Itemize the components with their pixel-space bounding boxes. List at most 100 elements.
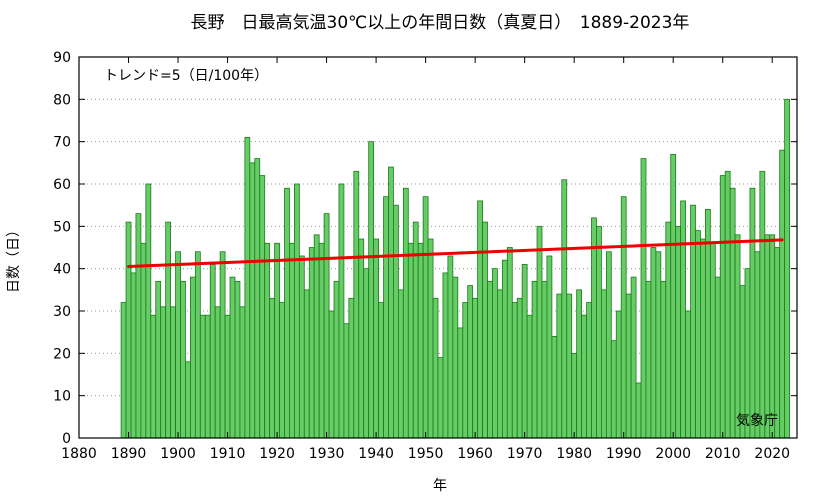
bar [714, 276, 721, 439]
bar [338, 183, 345, 439]
bar [417, 242, 424, 439]
bar [239, 306, 246, 439]
bar [422, 196, 429, 439]
bar [224, 314, 231, 439]
bar [596, 225, 602, 439]
bar [709, 242, 716, 439]
bar [497, 289, 503, 439]
bar [328, 310, 335, 439]
y-tick-label: 0 [62, 431, 71, 447]
y-tick-label: 10 [53, 389, 71, 405]
bar [120, 302, 127, 439]
chart-title: 長野 日最高気温30℃以上の年間日数（真夏日） 1889-2023年 [191, 13, 690, 33]
bar [289, 242, 295, 439]
bar [729, 187, 736, 439]
bar [204, 314, 211, 439]
x-tick-label: 2020 [754, 446, 790, 462]
bar [546, 255, 553, 439]
bar [234, 280, 241, 439]
bar [625, 293, 632, 439]
bar [695, 230, 701, 439]
bar [526, 314, 533, 439]
bar [784, 98, 790, 439]
bar [442, 272, 449, 439]
bar [601, 289, 607, 439]
bar [516, 297, 523, 439]
trend-group [127, 238, 784, 269]
bar [180, 280, 186, 439]
bar [754, 251, 761, 439]
bar [749, 187, 756, 439]
bar [308, 247, 315, 439]
y-tick-label: 30 [53, 304, 71, 320]
y-tick-label: 20 [53, 346, 71, 362]
y-tick-label: 90 [53, 50, 71, 66]
bar [571, 352, 578, 439]
bar [333, 280, 340, 439]
bar [284, 187, 290, 439]
x-tick-label: 1930 [309, 446, 345, 462]
bar [293, 183, 300, 439]
bar [462, 302, 469, 439]
bar [764, 234, 771, 439]
bar [724, 170, 731, 439]
bar [190, 276, 196, 439]
trend-line [127, 238, 784, 269]
bar [734, 234, 741, 439]
bars-group [120, 98, 790, 439]
x-axis-title: 年 [433, 478, 447, 494]
bar [700, 238, 706, 439]
x-tick-label: 2000 [655, 446, 691, 462]
x-tick-label: 1980 [556, 446, 592, 462]
y-tick-label: 60 [53, 177, 71, 193]
y-tick-labels: 0 10 20 30 40 50 60 70 80 90 [53, 50, 71, 447]
bar [140, 242, 147, 439]
bar [348, 297, 355, 439]
bar [397, 289, 404, 439]
x-tick-label: 1950 [408, 446, 444, 462]
bar [670, 153, 677, 439]
bar [447, 255, 454, 439]
bar [561, 179, 568, 439]
bar [685, 310, 691, 439]
x-tick-label: 1940 [358, 446, 394, 462]
bar [432, 297, 439, 439]
bar [214, 306, 221, 439]
bar [368, 141, 375, 439]
bar [605, 251, 612, 439]
bar [719, 175, 726, 439]
bar [576, 289, 582, 439]
bar [303, 289, 310, 439]
bar [650, 247, 657, 439]
bar [531, 280, 538, 439]
y-tick-label: 40 [53, 262, 71, 278]
trend-annotation: トレンド=5（日/100年） [104, 68, 268, 84]
bar [209, 264, 216, 439]
bar [264, 242, 271, 439]
bar [655, 251, 662, 439]
bar [581, 314, 587, 439]
source-label: 気象庁 [736, 413, 778, 429]
bar [680, 200, 686, 439]
bar [635, 382, 642, 439]
bar [318, 242, 325, 439]
bar [467, 285, 474, 439]
bar [259, 175, 266, 439]
x-tick-label: 1970 [507, 446, 543, 462]
bar [185, 361, 191, 439]
bar [145, 183, 152, 439]
bar [170, 306, 176, 439]
bar [298, 255, 305, 439]
axis-ticks [78, 56, 797, 439]
bar [506, 247, 513, 439]
bar [363, 268, 370, 439]
bar [388, 166, 394, 439]
bar [477, 200, 483, 439]
bar [551, 335, 558, 439]
bar [199, 314, 206, 439]
bar [769, 234, 776, 439]
bar [175, 251, 181, 439]
x-tick-label: 1880 [61, 446, 97, 462]
